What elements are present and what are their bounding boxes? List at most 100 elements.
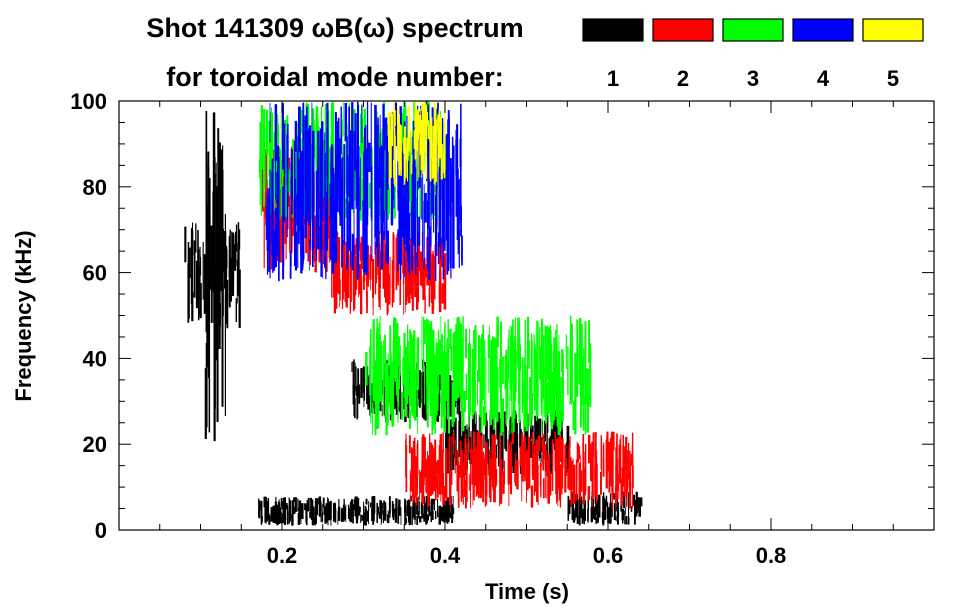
- spectrum-mark-n1: [208, 238, 212, 290]
- spectrum-mark-n1: [638, 497, 641, 517]
- spectrum-mark-n4: [379, 147, 381, 189]
- spectrum-mark-n3: [555, 329, 557, 381]
- spectrum-mark-n4: [298, 106, 301, 153]
- spectrum-mark-n1: [607, 507, 610, 524]
- spectrum-mark-n3: [570, 323, 573, 402]
- spectrum-mark-n1: [349, 517, 353, 523]
- spectrum-mark-n4: [427, 200, 428, 270]
- spectrum-mark-n1: [212, 249, 215, 270]
- spectrum-mark-n2: [355, 238, 358, 255]
- spectrum-mark-n4: [294, 140, 296, 266]
- spectrum-mark-n3: [561, 349, 564, 373]
- spectrum-mark-n1: [343, 500, 345, 522]
- spectrum-mark-n1: [623, 491, 626, 508]
- spectrum-mark-n1: [356, 386, 358, 420]
- spectrum-mark-n1: [609, 493, 611, 508]
- spectrum-mark-n3: [441, 333, 443, 411]
- spectrum-mark-n3: [280, 149, 282, 190]
- spectrum-mark-n3: [521, 357, 523, 414]
- spectrum-mark-n2: [418, 239, 420, 271]
- spectrum-mark-n1: [420, 501, 423, 515]
- spectrum-mark-n4: [274, 207, 277, 268]
- spectrum-mark-n2: [416, 255, 419, 310]
- spectrum-mark-n4: [300, 151, 303, 227]
- spectrum-mark-n3: [514, 339, 517, 402]
- spectrum-mark-n2: [477, 431, 481, 447]
- spectrum-mark-n2: [360, 276, 363, 315]
- spectrum-mark-n3: [394, 317, 397, 370]
- spectrum-mark-n2: [452, 431, 455, 445]
- spectrum-mark-n3: [310, 144, 313, 220]
- spectrum-mark-n3: [542, 335, 545, 399]
- spectrum-mark-n1: [203, 254, 206, 314]
- spectrum-mark-n5: [398, 118, 400, 176]
- spectrum-mark-n1: [483, 434, 485, 448]
- spectrum-mark-n1: [615, 515, 617, 522]
- spectrum-mark-n1: [309, 511, 312, 518]
- spectrum-mark-n1: [634, 501, 636, 523]
- y-axis-label: Frequency (kHz): [11, 230, 36, 401]
- spectrum-mark-n1: [305, 504, 308, 523]
- spectrum-mark-n2: [451, 436, 453, 485]
- spectrum-mark-n2: [494, 467, 496, 503]
- spectrum-mark-n4: [268, 188, 270, 272]
- spectrum-mark-n1: [545, 414, 547, 442]
- spectrum-mark-n4: [282, 186, 285, 280]
- spectrum-mark-n3: [513, 342, 516, 419]
- spectrum-mark-n2: [556, 438, 558, 487]
- spectrum-mark-n3: [526, 316, 529, 363]
- spectrum-mark-n1: [355, 366, 357, 396]
- spectrum-mark-n3: [497, 385, 499, 412]
- spectrum-mark-n4: [354, 113, 357, 171]
- spectrum-mark-n3: [556, 324, 558, 407]
- spectrum-mark-n2: [426, 459, 428, 494]
- spectrum-mark-n1: [583, 503, 585, 525]
- spectrum-mark-n1: [382, 510, 386, 520]
- spectrum-mark-n4: [283, 123, 286, 175]
- spectrum-mark-n4: [303, 225, 305, 260]
- spectrum-mark-n3: [578, 318, 582, 350]
- spectrum-mark-n2: [405, 439, 407, 477]
- spectrum-mark-n2: [382, 231, 385, 289]
- spectrum-mark-n1: [215, 162, 217, 361]
- spectrum-mark-n3: [281, 145, 283, 218]
- spectrum-mark-n1: [381, 404, 383, 417]
- spectrum-mark-n4: [411, 164, 414, 271]
- spectrum-mark-n3: [439, 344, 442, 375]
- spectrum-mark-n3: [437, 386, 439, 411]
- spectrum-mark-n3: [548, 329, 552, 412]
- spectrum-mark-n1: [213, 270, 216, 442]
- spectrum-mark-n1: [422, 371, 424, 402]
- spectrum-mark-n4: [365, 148, 368, 269]
- spectrum-mark-n4: [341, 215, 343, 268]
- spectrum-mark-n2: [614, 485, 617, 505]
- spectrum-mark-n2: [503, 460, 505, 485]
- spectrum-mark-n3: [479, 399, 481, 418]
- spectrum-mark-n4: [376, 139, 378, 226]
- spectrum-mark-n1: [281, 513, 284, 520]
- spectrum-mark-n2: [594, 483, 597, 498]
- spectrum-mark-n3: [475, 379, 476, 424]
- spectrum-mark-n5: [390, 111, 393, 136]
- spectrum-mark-n3: [258, 159, 261, 179]
- y-tick-label: 20: [83, 432, 107, 457]
- spectrum-mark-n3: [462, 316, 464, 372]
- spectrum-mark-n2: [488, 449, 491, 494]
- spectrum-mark-n1: [363, 501, 365, 520]
- spectrum-mark-n3: [374, 360, 377, 436]
- spectrum-mark-n4: [266, 190, 269, 275]
- spectrum-mark-n3: [344, 198, 348, 219]
- spectrum-mark-n2: [366, 274, 368, 296]
- spectrum-mark-n3: [387, 178, 389, 220]
- spectrum-mark-n1: [425, 497, 428, 503]
- spectrum-mark-n2: [481, 463, 484, 489]
- spectrum-mark-n2: [508, 468, 510, 507]
- spectrum-mark-n4: [291, 162, 293, 215]
- spectrum-mark-n4: [427, 104, 429, 229]
- spectrum-mark-n2: [376, 258, 378, 275]
- spectrum-mark-n3: [460, 369, 462, 397]
- spectrum-mark-n2: [510, 463, 512, 495]
- spectrum-mark-n3: [368, 182, 371, 209]
- spectrum-mark-n2: [265, 149, 267, 173]
- spectrum-mark-n1: [446, 512, 449, 521]
